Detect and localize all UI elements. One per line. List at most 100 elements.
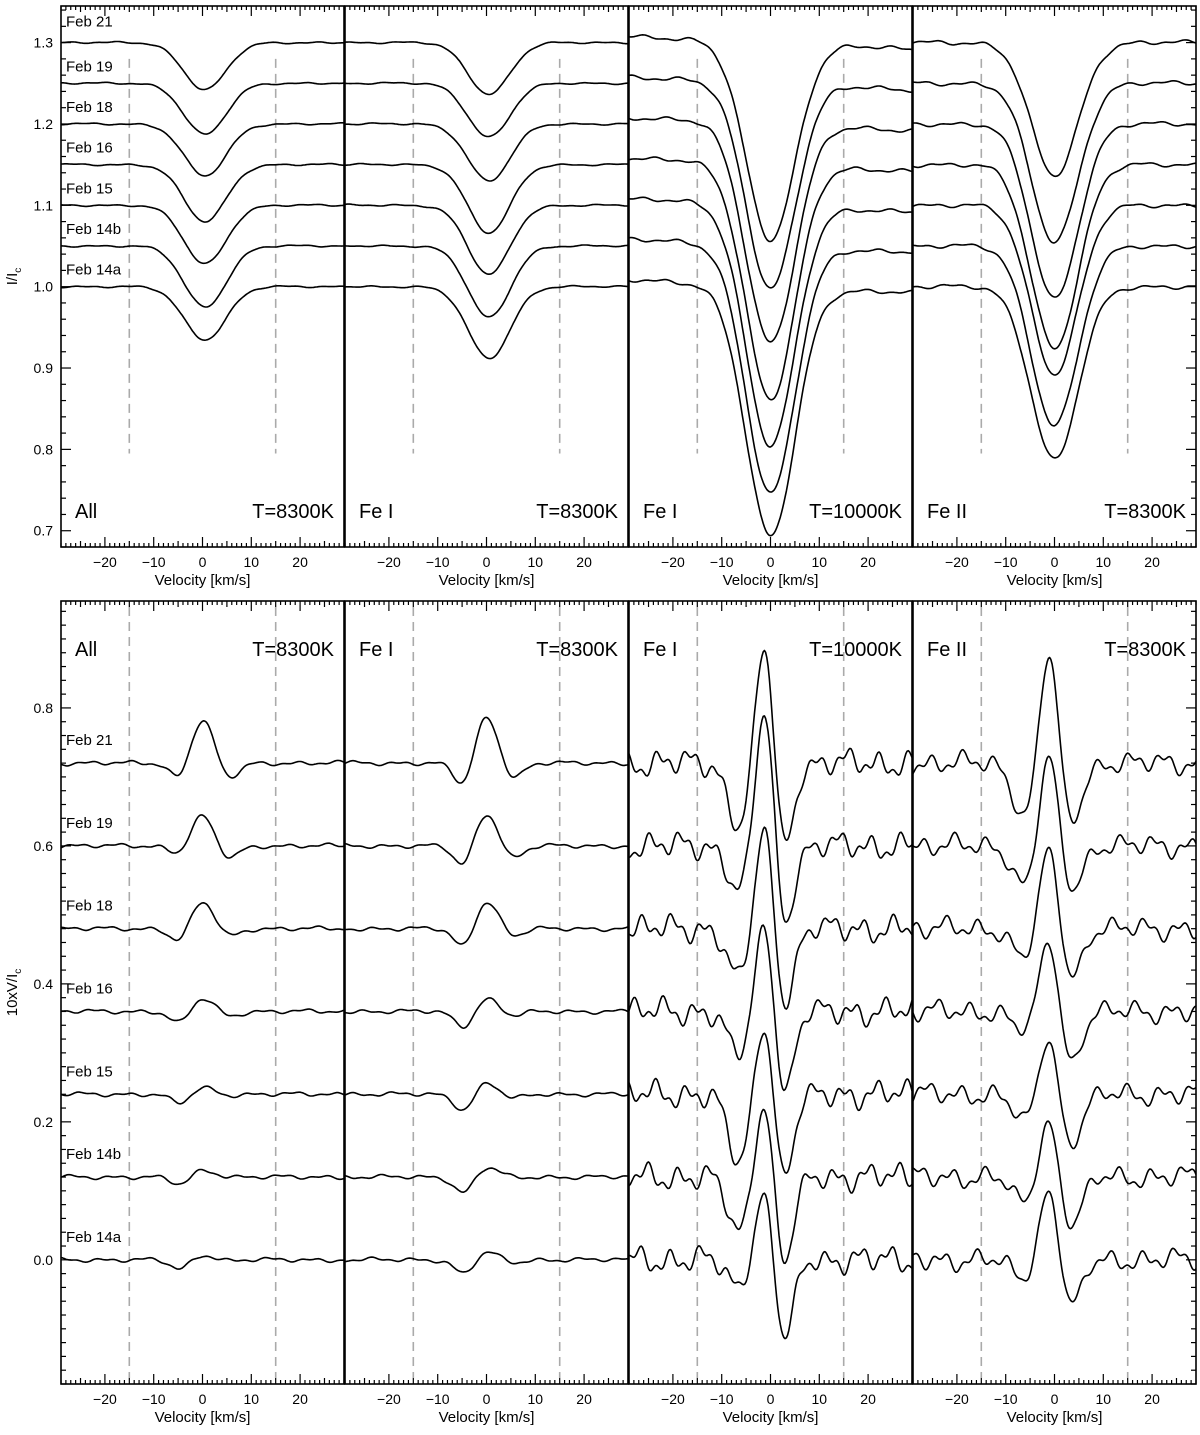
panel-frame	[344, 600, 629, 1385]
series-line-feb-16	[628, 924, 913, 1092]
series-line-feb-21	[61, 40, 345, 91]
x-tick-label: 10	[812, 1391, 828, 1407]
series-line-feb-14a	[912, 283, 1196, 459]
x-tick-label: 20	[860, 554, 876, 570]
x-tick-label: 20	[860, 1391, 876, 1407]
series-line-feb-14b	[344, 244, 629, 318]
series-line-feb-21	[912, 656, 1197, 825]
series-line-feb-16	[345, 162, 628, 235]
x-tick-label: 0	[1051, 554, 1059, 570]
series-line-feb-14b	[344, 1167, 629, 1193]
y-axis-label: I/Ic	[4, 268, 24, 286]
x-tick-label: −10	[426, 1391, 450, 1407]
text-layer: −20 −10 0 10 20 Velocity [km/s] All T=8300K −20 −…	[4, 13, 1187, 1426]
y-tick-label: 0.2	[34, 1114, 54, 1130]
y-tick-label: 0.6	[34, 838, 54, 854]
series-line-feb-14a	[344, 1251, 629, 1273]
panel-label-left: Fe I	[643, 501, 677, 523]
panel-label-left: Fe I	[643, 639, 677, 661]
panel-frame	[628, 600, 913, 1385]
date-label: Feb 16	[66, 980, 113, 997]
panel-label-right: T=8300K	[536, 501, 618, 523]
x-tick-label: −20	[661, 1391, 685, 1407]
x-tick-label: −10	[710, 1391, 734, 1407]
x-tick-label: −10	[710, 554, 734, 570]
panel-label-left: Fe I	[359, 501, 393, 523]
series-line-feb-15	[344, 1081, 629, 1111]
x-tick-label: 10	[528, 1391, 544, 1407]
y-tick-label: 0.9	[34, 360, 54, 376]
x-tick-label: 20	[292, 1391, 308, 1407]
panel-label-left: All	[75, 501, 97, 523]
series-line-feb-18	[345, 122, 628, 182]
series-line-feb-14a	[344, 284, 629, 360]
series-line-feb-21	[628, 649, 913, 842]
series-line-feb-18	[628, 116, 913, 343]
date-label: Feb 16	[66, 140, 113, 157]
x-tick-label: −10	[142, 1391, 166, 1407]
series-line-feb-18	[345, 902, 629, 945]
y-axis-label-main: 10xV/I	[4, 974, 21, 1017]
y-axis-label-subscript: c	[13, 969, 24, 974]
y-tick-label: 0.4	[34, 976, 54, 992]
x-tick-label: 20	[576, 1391, 592, 1407]
panel-label-left: All	[75, 639, 97, 661]
date-label: Feb 21	[66, 13, 113, 30]
series-line-feb-16	[628, 156, 913, 401]
series-line-feb-16	[60, 999, 345, 1022]
panel-frame	[628, 5, 913, 548]
date-label: Feb 18	[66, 99, 113, 116]
x-tick-label: 0	[199, 1391, 207, 1407]
y-tick-label: 0.7	[34, 523, 54, 539]
series-line-feb-16	[912, 162, 1197, 350]
series-line-feb-15	[60, 203, 345, 265]
series-line-feb-14b	[628, 236, 912, 493]
x-tick-label: −20	[945, 554, 969, 570]
x-axis-label: Velocity [km/s]	[155, 1409, 251, 1426]
x-axis-label: Velocity [km/s]	[1007, 572, 1103, 589]
series-line-feb-19	[60, 814, 345, 859]
series-line-feb-15	[628, 196, 912, 448]
panel-label-right: T=8300K	[252, 501, 334, 523]
x-tick-label: 10	[244, 1391, 260, 1407]
series-line-feb-18	[628, 826, 913, 1010]
series-line-feb-14a	[912, 1190, 1197, 1303]
y-axis-label-main: I/I	[4, 273, 21, 286]
series-line-feb-18	[60, 901, 345, 942]
series-line-feb-16	[912, 942, 1197, 1059]
x-tick-label: 10	[1096, 554, 1112, 570]
panel-label-right: T=10000K	[809, 501, 903, 523]
series-line-feb-19	[60, 81, 345, 135]
series-line-feb-19	[344, 815, 628, 865]
x-tick-label: −10	[142, 554, 166, 570]
series-line-feb-19	[628, 74, 912, 289]
x-tick-label: 0	[1051, 1391, 1059, 1407]
x-axis-label: Velocity [km/s]	[1007, 1409, 1103, 1426]
series-line-feb-15	[912, 1041, 1197, 1150]
date-label: Feb 15	[66, 1063, 113, 1080]
x-axis-label: Velocity [km/s]	[439, 1409, 535, 1426]
panel-label-left: Fe I	[359, 639, 393, 661]
date-label: Feb 14b	[66, 1146, 121, 1163]
x-axis-label: Velocity [km/s]	[723, 572, 819, 589]
series-line-feb-14b	[912, 1120, 1197, 1230]
series-line-feb-14b	[912, 243, 1197, 427]
x-tick-label: 10	[1096, 1391, 1112, 1407]
x-tick-label: −20	[377, 554, 401, 570]
date-label: Feb 19	[66, 58, 113, 75]
series-line-feb-19	[344, 81, 629, 138]
date-label: Feb 14a	[66, 1229, 122, 1246]
x-tick-label: 0	[483, 554, 491, 570]
series-line-feb-15	[912, 203, 1197, 376]
y-tick-label: 0.8	[34, 700, 54, 716]
x-tick-label: −20	[93, 1391, 117, 1407]
x-tick-label: −20	[945, 1391, 969, 1407]
series-line-feb-21	[344, 41, 629, 96]
series-line-feb-16	[344, 997, 629, 1029]
date-label: Feb 21	[66, 732, 113, 749]
series-line-feb-18	[912, 121, 1196, 298]
series-line-feb-19	[912, 80, 1197, 244]
series-line-feb-19	[912, 755, 1197, 892]
x-tick-label: 10	[812, 554, 828, 570]
date-label: Feb 19	[66, 815, 113, 832]
